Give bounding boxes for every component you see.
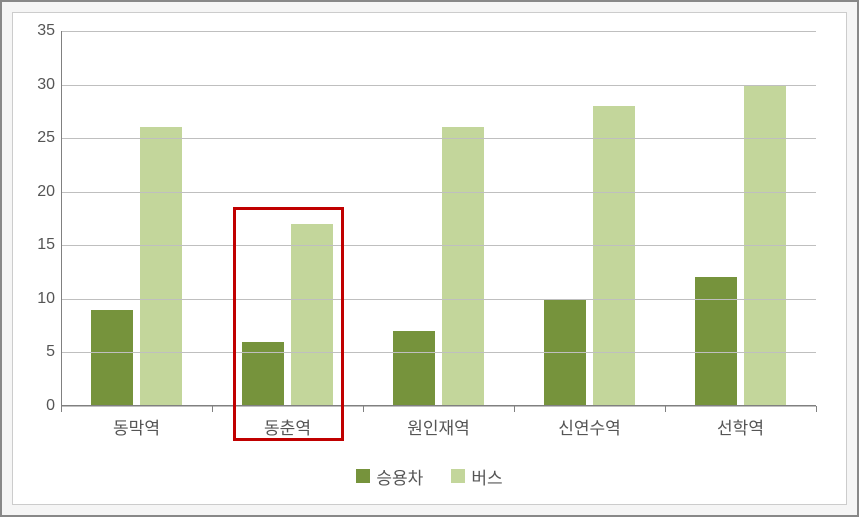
y-tick-label: 35 [37,22,55,40]
x-tick-label: 동막역 [113,414,160,439]
plot-row: 05101520253035 [13,13,846,406]
bar [593,106,635,406]
gridline [61,192,816,193]
x-tick-label: 동춘역 [264,414,311,439]
y-tick-label: 20 [37,183,55,201]
gridline [61,245,816,246]
y-tick-label: 15 [37,236,55,254]
legend-label: 버스 [471,464,502,489]
bar [393,331,435,406]
gridline [61,352,816,353]
bars-layer [61,31,816,406]
legend-swatch [356,469,370,483]
chart-inner: 0 5 10 15 20 25 30 35 동막역 동춘역 원인재역 신연수역 선학역 승용차 버스 [12,12,847,505]
x-axis-labels: 동막역 동춘역 원인재역 신연수역 선학역 [61,406,816,448]
chart-container: 0 5 10 15 20 25 30 35 동막역 동춘역 원인재역 신연수역 선학역 승용차 버스 [0,0,859,517]
legend-item: 버스 [451,464,502,489]
y-tick-label: 0 [46,397,55,415]
x-tick-label: 신연수역 [558,414,621,439]
gridline [61,85,816,86]
gridline [61,31,816,32]
plot-area [61,31,816,406]
legend-item: 승용차 [356,464,423,489]
category-tick [816,406,817,412]
legend-label: 승용차 [376,464,423,489]
y-tick-label: 30 [37,76,55,94]
bar [442,127,484,406]
y-axis-line [61,31,62,406]
x-tick-label: 선학역 [717,414,764,439]
bar [91,310,133,406]
x-tick-label: 원인재역 [407,414,470,439]
bar [695,277,737,406]
bar [291,224,333,406]
gridline [61,299,816,300]
y-axis: 05101520253035 [13,13,61,406]
gridline [61,138,816,139]
bar [140,127,182,406]
y-tick-label: 25 [37,129,55,147]
y-tick-label: 10 [37,290,55,308]
legend: 승용차 버스 [13,448,846,504]
legend-swatch [451,469,465,483]
bar [242,342,284,406]
y-tick-label: 5 [46,343,55,361]
